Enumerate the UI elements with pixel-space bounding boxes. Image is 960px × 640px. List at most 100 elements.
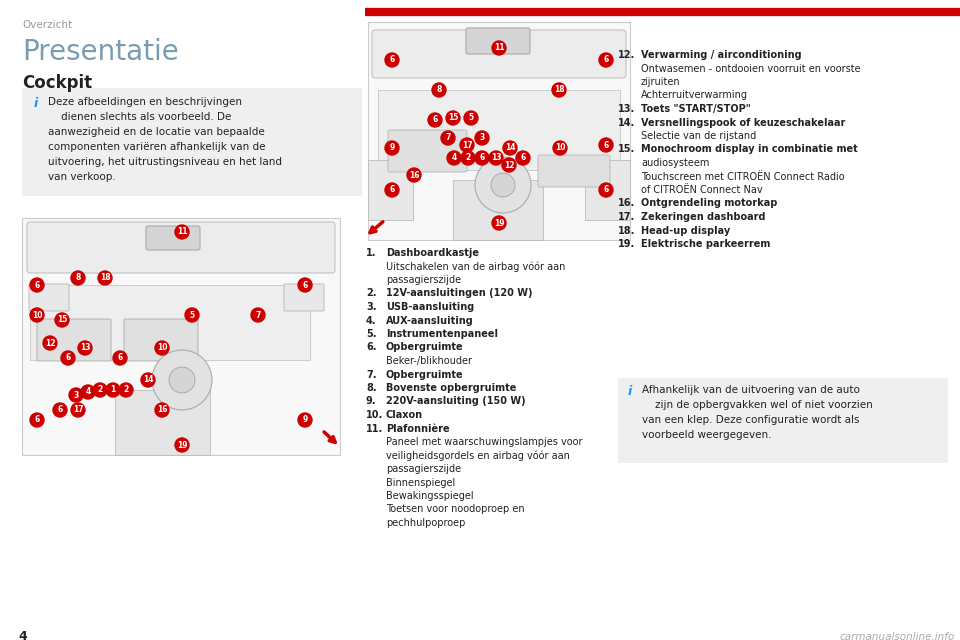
Circle shape [251,308,265,322]
FancyBboxPatch shape [30,285,310,360]
Circle shape [407,168,421,182]
Circle shape [81,385,95,399]
Circle shape [141,373,155,387]
Circle shape [599,183,613,197]
Text: 12: 12 [504,161,515,170]
Text: 6: 6 [35,280,39,289]
Text: 6: 6 [479,154,485,163]
Text: 3.: 3. [366,302,376,312]
Text: Verwarming / airconditioning: Verwarming / airconditioning [641,50,802,60]
Text: zijn de opbergvakken wel of niet voorzien: zijn de opbergvakken wel of niet voorzie… [642,400,873,410]
Text: Elektrische parkeerrem: Elektrische parkeerrem [641,239,770,249]
Circle shape [385,53,399,67]
Circle shape [69,388,83,402]
FancyBboxPatch shape [115,390,210,455]
Text: 6: 6 [390,186,395,195]
FancyBboxPatch shape [388,130,467,172]
Text: 19: 19 [493,218,504,227]
Text: Deze afbeeldingen en beschrijvingen: Deze afbeeldingen en beschrijvingen [48,97,242,107]
Text: 10: 10 [555,143,565,152]
Text: of CITROËN Connect Nav: of CITROËN Connect Nav [641,185,762,195]
Text: 6: 6 [520,154,526,163]
Text: 11: 11 [177,227,187,237]
Circle shape [475,131,489,145]
Text: 17.: 17. [618,212,636,222]
Circle shape [185,308,199,322]
FancyBboxPatch shape [284,284,324,311]
Text: Binnenspiegel: Binnenspiegel [386,477,455,488]
Text: 7.: 7. [366,369,376,380]
Circle shape [553,141,567,155]
Text: Selectie van de rijstand: Selectie van de rijstand [641,131,756,141]
Text: 3: 3 [479,134,485,143]
Text: 18: 18 [100,273,110,282]
Text: 19.: 19. [618,239,636,249]
Text: 6: 6 [117,353,123,362]
FancyBboxPatch shape [124,319,198,361]
Text: 2: 2 [97,385,103,394]
Text: Beker-/blikhouder: Beker-/blikhouder [386,356,472,366]
Text: 16.: 16. [618,198,636,209]
Text: 8: 8 [436,86,442,95]
Text: 13: 13 [80,344,90,353]
Text: 7: 7 [255,310,261,319]
Text: Dashboardkastje: Dashboardkastje [386,248,479,258]
Text: componenten variëren afhankelijk van de: componenten variëren afhankelijk van de [48,142,266,152]
FancyBboxPatch shape [466,28,530,54]
FancyBboxPatch shape [372,30,626,78]
Text: veiligheidsgordels en airbag vóór aan: veiligheidsgordels en airbag vóór aan [386,451,570,461]
Text: Bovenste opbergruimte: Bovenste opbergruimte [386,383,516,393]
Text: 4.: 4. [366,316,376,326]
FancyBboxPatch shape [22,218,340,455]
Text: 6: 6 [35,415,39,424]
Circle shape [599,138,613,152]
Circle shape [461,151,475,165]
Text: Touchscreen met CITROËN Connect Radio: Touchscreen met CITROËN Connect Radio [641,172,845,182]
Text: van een klep. Deze configuratie wordt als: van een klep. Deze configuratie wordt al… [642,415,859,425]
Circle shape [30,308,44,322]
Circle shape [155,403,169,417]
Text: 13.: 13. [618,104,636,114]
FancyBboxPatch shape [618,378,948,463]
Text: passagierszijde: passagierszijde [386,464,461,474]
FancyBboxPatch shape [453,180,543,240]
Text: 18.: 18. [618,225,636,236]
Circle shape [298,278,312,292]
Text: Ontwasemen - ontdooien voorruit en voorste: Ontwasemen - ontdooien voorruit en voors… [641,63,860,74]
Text: Zekeringen dashboard: Zekeringen dashboard [641,212,765,222]
FancyBboxPatch shape [22,88,362,196]
Circle shape [475,151,489,165]
Circle shape [61,351,75,365]
Text: Toets "START/STOP": Toets "START/STOP" [641,104,751,114]
Text: Instrumentenpaneel: Instrumentenpaneel [386,329,498,339]
Text: 15.: 15. [618,145,636,154]
Text: Ontgrendeling motorkap: Ontgrendeling motorkap [641,198,778,209]
Text: 7: 7 [445,134,450,143]
Text: zijruiten: zijruiten [641,77,681,87]
Circle shape [55,313,69,327]
Circle shape [446,111,460,125]
Text: 9.: 9. [366,397,376,406]
Text: 11: 11 [493,44,504,52]
Text: Opbergruimte: Opbergruimte [386,342,464,353]
Circle shape [53,403,67,417]
Text: Presentatie: Presentatie [22,38,179,66]
Text: 12.: 12. [618,50,636,60]
Circle shape [175,438,189,452]
Text: 14.: 14. [618,118,636,127]
Text: Cockpit: Cockpit [22,74,92,92]
FancyBboxPatch shape [378,90,620,170]
Circle shape [93,383,107,397]
Circle shape [503,141,517,155]
Circle shape [106,383,120,397]
Text: 4: 4 [18,630,27,640]
Text: dienen slechts als voorbeeld. De: dienen slechts als voorbeeld. De [48,112,231,122]
Text: carmanualsonline.info: carmanualsonline.info [840,632,955,640]
FancyBboxPatch shape [27,222,335,273]
Text: voorbeeld weergegeven.: voorbeeld weergegeven. [642,430,772,440]
Text: 13: 13 [491,154,501,163]
Circle shape [119,383,133,397]
Text: 19: 19 [177,440,187,449]
Text: 6: 6 [604,56,609,65]
Text: 1.: 1. [366,248,376,258]
